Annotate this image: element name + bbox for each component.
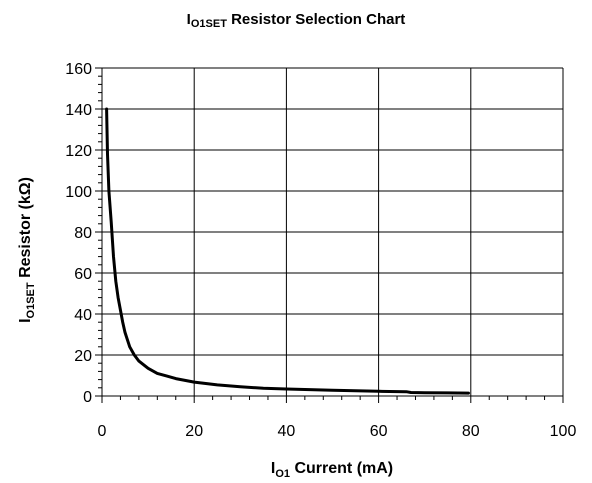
series-line <box>105 107 470 395</box>
y-tick-label: 0 <box>83 389 92 406</box>
y-tick-label: 120 <box>65 143 92 160</box>
plot-area: 0 20 40 60 80 100 0 20 40 60 80 100 120 140 160 <box>65 61 576 440</box>
x-tick-label: 40 <box>278 423 296 440</box>
y-tick-label: 20 <box>74 348 92 365</box>
chart-title: IO1SET Resistor Selection Chart <box>187 11 406 30</box>
y-axis-title-subscript: O1SET <box>25 282 37 318</box>
x-tick-label: 80 <box>462 423 480 440</box>
x-axis-title-subscript: O1 <box>275 468 290 480</box>
x-axis-title-rest: Current (mA) <box>290 460 393 477</box>
x-tick-label: 100 <box>550 423 577 440</box>
y-tick-label: 80 <box>74 225 92 242</box>
x-axis-title-main: I <box>271 460 275 477</box>
y-tick-label: 100 <box>65 184 92 201</box>
y-tick-label: 40 <box>74 307 92 324</box>
y-tick-label: 60 <box>74 266 92 283</box>
x-tick-label: 60 <box>370 423 388 440</box>
y-axis-title-rest: Resistor (kΩ) <box>17 177 34 282</box>
x-tick-label: 0 <box>98 423 107 440</box>
x-tick-label: 20 <box>185 423 203 440</box>
x-axis-title: IO1 Current (mA) <box>271 460 393 480</box>
y-axis-title: IO1SET Resistor (kΩ) <box>17 177 37 323</box>
y-tick-label: 140 <box>65 102 92 119</box>
chart-title-subscript: O1SET <box>191 18 227 30</box>
chart-title-rest: Resistor Selection Chart <box>227 11 405 28</box>
y-axis-title-main: I <box>17 318 34 322</box>
chart-title-main: I <box>187 11 191 28</box>
y-tick-label: 160 <box>65 61 92 78</box>
